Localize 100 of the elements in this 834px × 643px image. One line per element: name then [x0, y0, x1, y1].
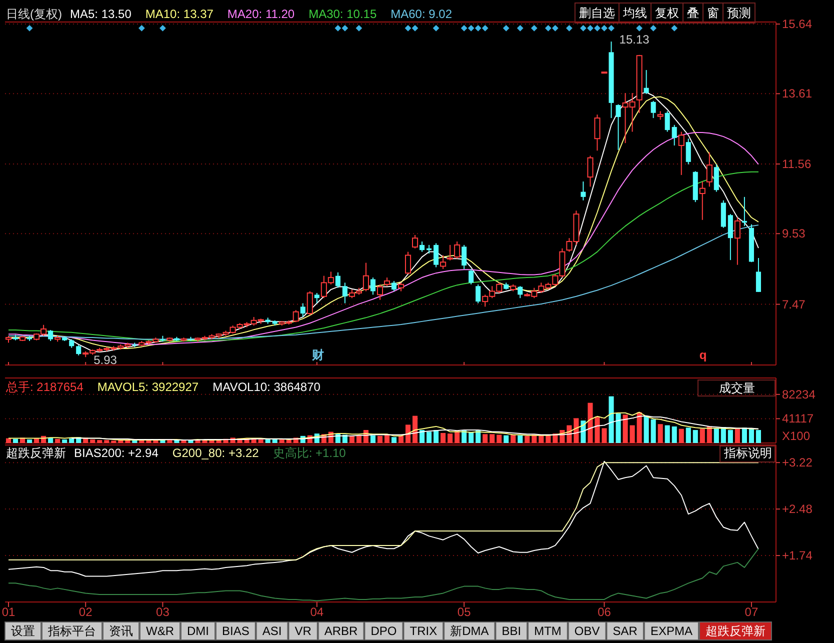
text: EXPMA: [650, 624, 692, 638]
x-tick-label: 06: [598, 605, 612, 619]
bar: [608, 396, 614, 443]
x-tick-label: 03: [156, 605, 170, 619]
bar: [664, 425, 670, 443]
y-tick-label: 9.53: [782, 226, 806, 241]
bar: [258, 439, 264, 443]
bar: [356, 435, 362, 443]
candlestick: [420, 241, 425, 252]
bar: [412, 416, 418, 443]
candlestick: [714, 164, 719, 192]
candlestick: [650, 100, 656, 119]
text: MA5: 13.50: [70, 7, 132, 21]
bar: [426, 432, 432, 443]
chart-title: 日线(复权): [6, 7, 62, 21]
y-tick-label: 7.47: [782, 297, 806, 312]
bar: [12, 438, 18, 443]
text: VR: [294, 624, 312, 638]
candlestick: [391, 280, 397, 292]
bar: [524, 436, 530, 443]
text: MTM: [534, 624, 562, 638]
text: MAVOL10: 3864870: [212, 380, 321, 394]
bar: [672, 426, 677, 443]
text: MA10: 13.37: [145, 7, 214, 21]
candlestick: [728, 214, 733, 261]
y-tick-label: 82234: [782, 387, 816, 402]
text: W&R: [146, 624, 174, 638]
text: 史高比: +1.10: [272, 446, 346, 460]
candlestick: [699, 180, 706, 220]
candlestick: [306, 290, 313, 316]
candlestick: [48, 330, 54, 342]
text: 设置: [11, 624, 35, 638]
bar: [468, 432, 474, 443]
candlestick: [434, 242, 439, 268]
text: 窗: [707, 6, 719, 20]
text: 超跌反弹新: [705, 624, 766, 638]
bar: [420, 430, 425, 443]
bar: [728, 430, 733, 443]
bar: [349, 436, 354, 443]
bar: [448, 434, 453, 443]
candlestick: [405, 251, 412, 275]
candlestick: [447, 244, 454, 261]
bar: [692, 430, 698, 443]
y-tick-label: 15.64: [782, 17, 812, 32]
bar: [104, 440, 110, 443]
candlestick: [518, 286, 523, 299]
text: MA60: 9.02: [390, 7, 452, 21]
bar: [27, 439, 32, 443]
annotation: 5.93: [94, 353, 118, 368]
bar: [686, 428, 691, 443]
bar: [630, 425, 635, 443]
bar: [406, 424, 411, 443]
text: 新DMA: [450, 624, 489, 638]
annotation: q: [699, 348, 707, 362]
text: G200_80: +3.22: [172, 446, 260, 460]
text: OBV: [574, 624, 600, 638]
candlestick: [462, 244, 467, 270]
bar: [482, 434, 488, 443]
candlestick: [362, 262, 369, 292]
bar: [434, 430, 439, 443]
bar: [700, 428, 705, 443]
text: 删自选: [579, 6, 615, 20]
annotation: 财: [311, 348, 324, 362]
candlestick: [756, 257, 761, 292]
text: SAR: [612, 624, 638, 638]
candlestick: [476, 284, 481, 304]
bar: [97, 440, 102, 443]
bar: [490, 434, 495, 443]
candlestick: [440, 254, 446, 270]
text: 复权: [655, 6, 679, 20]
bar: [742, 428, 747, 443]
text: 指标平台: [47, 624, 96, 638]
candlestick: [454, 241, 460, 260]
candlestick: [587, 155, 594, 188]
text: X100: [782, 429, 810, 443]
candlestick: [672, 124, 677, 146]
bar: [580, 420, 586, 443]
bar: [279, 439, 284, 443]
candlestick: [580, 180, 586, 201]
bar: [510, 434, 516, 443]
candlestick: [644, 70, 649, 95]
bar: [734, 428, 740, 443]
bar: [384, 434, 390, 443]
text: DPO: [370, 624, 397, 638]
candlestick: [686, 138, 691, 165]
annotation: 成交量: [719, 381, 755, 395]
candlestick: [734, 217, 740, 266]
candlestick: [76, 344, 82, 356]
line-series: [8, 462, 759, 560]
x-tick-label: 07: [744, 605, 758, 619]
x-tick-label: 02: [78, 605, 93, 619]
candlestick: [594, 114, 600, 152]
candlestick: [616, 104, 621, 150]
bar: [90, 439, 96, 443]
bar: [391, 437, 397, 443]
text: MA20: 11.20: [227, 7, 295, 21]
annotation: 15.13: [619, 32, 650, 47]
y-tick-label: 41117: [782, 412, 814, 426]
bar: [440, 432, 446, 443]
bar: [706, 426, 712, 443]
